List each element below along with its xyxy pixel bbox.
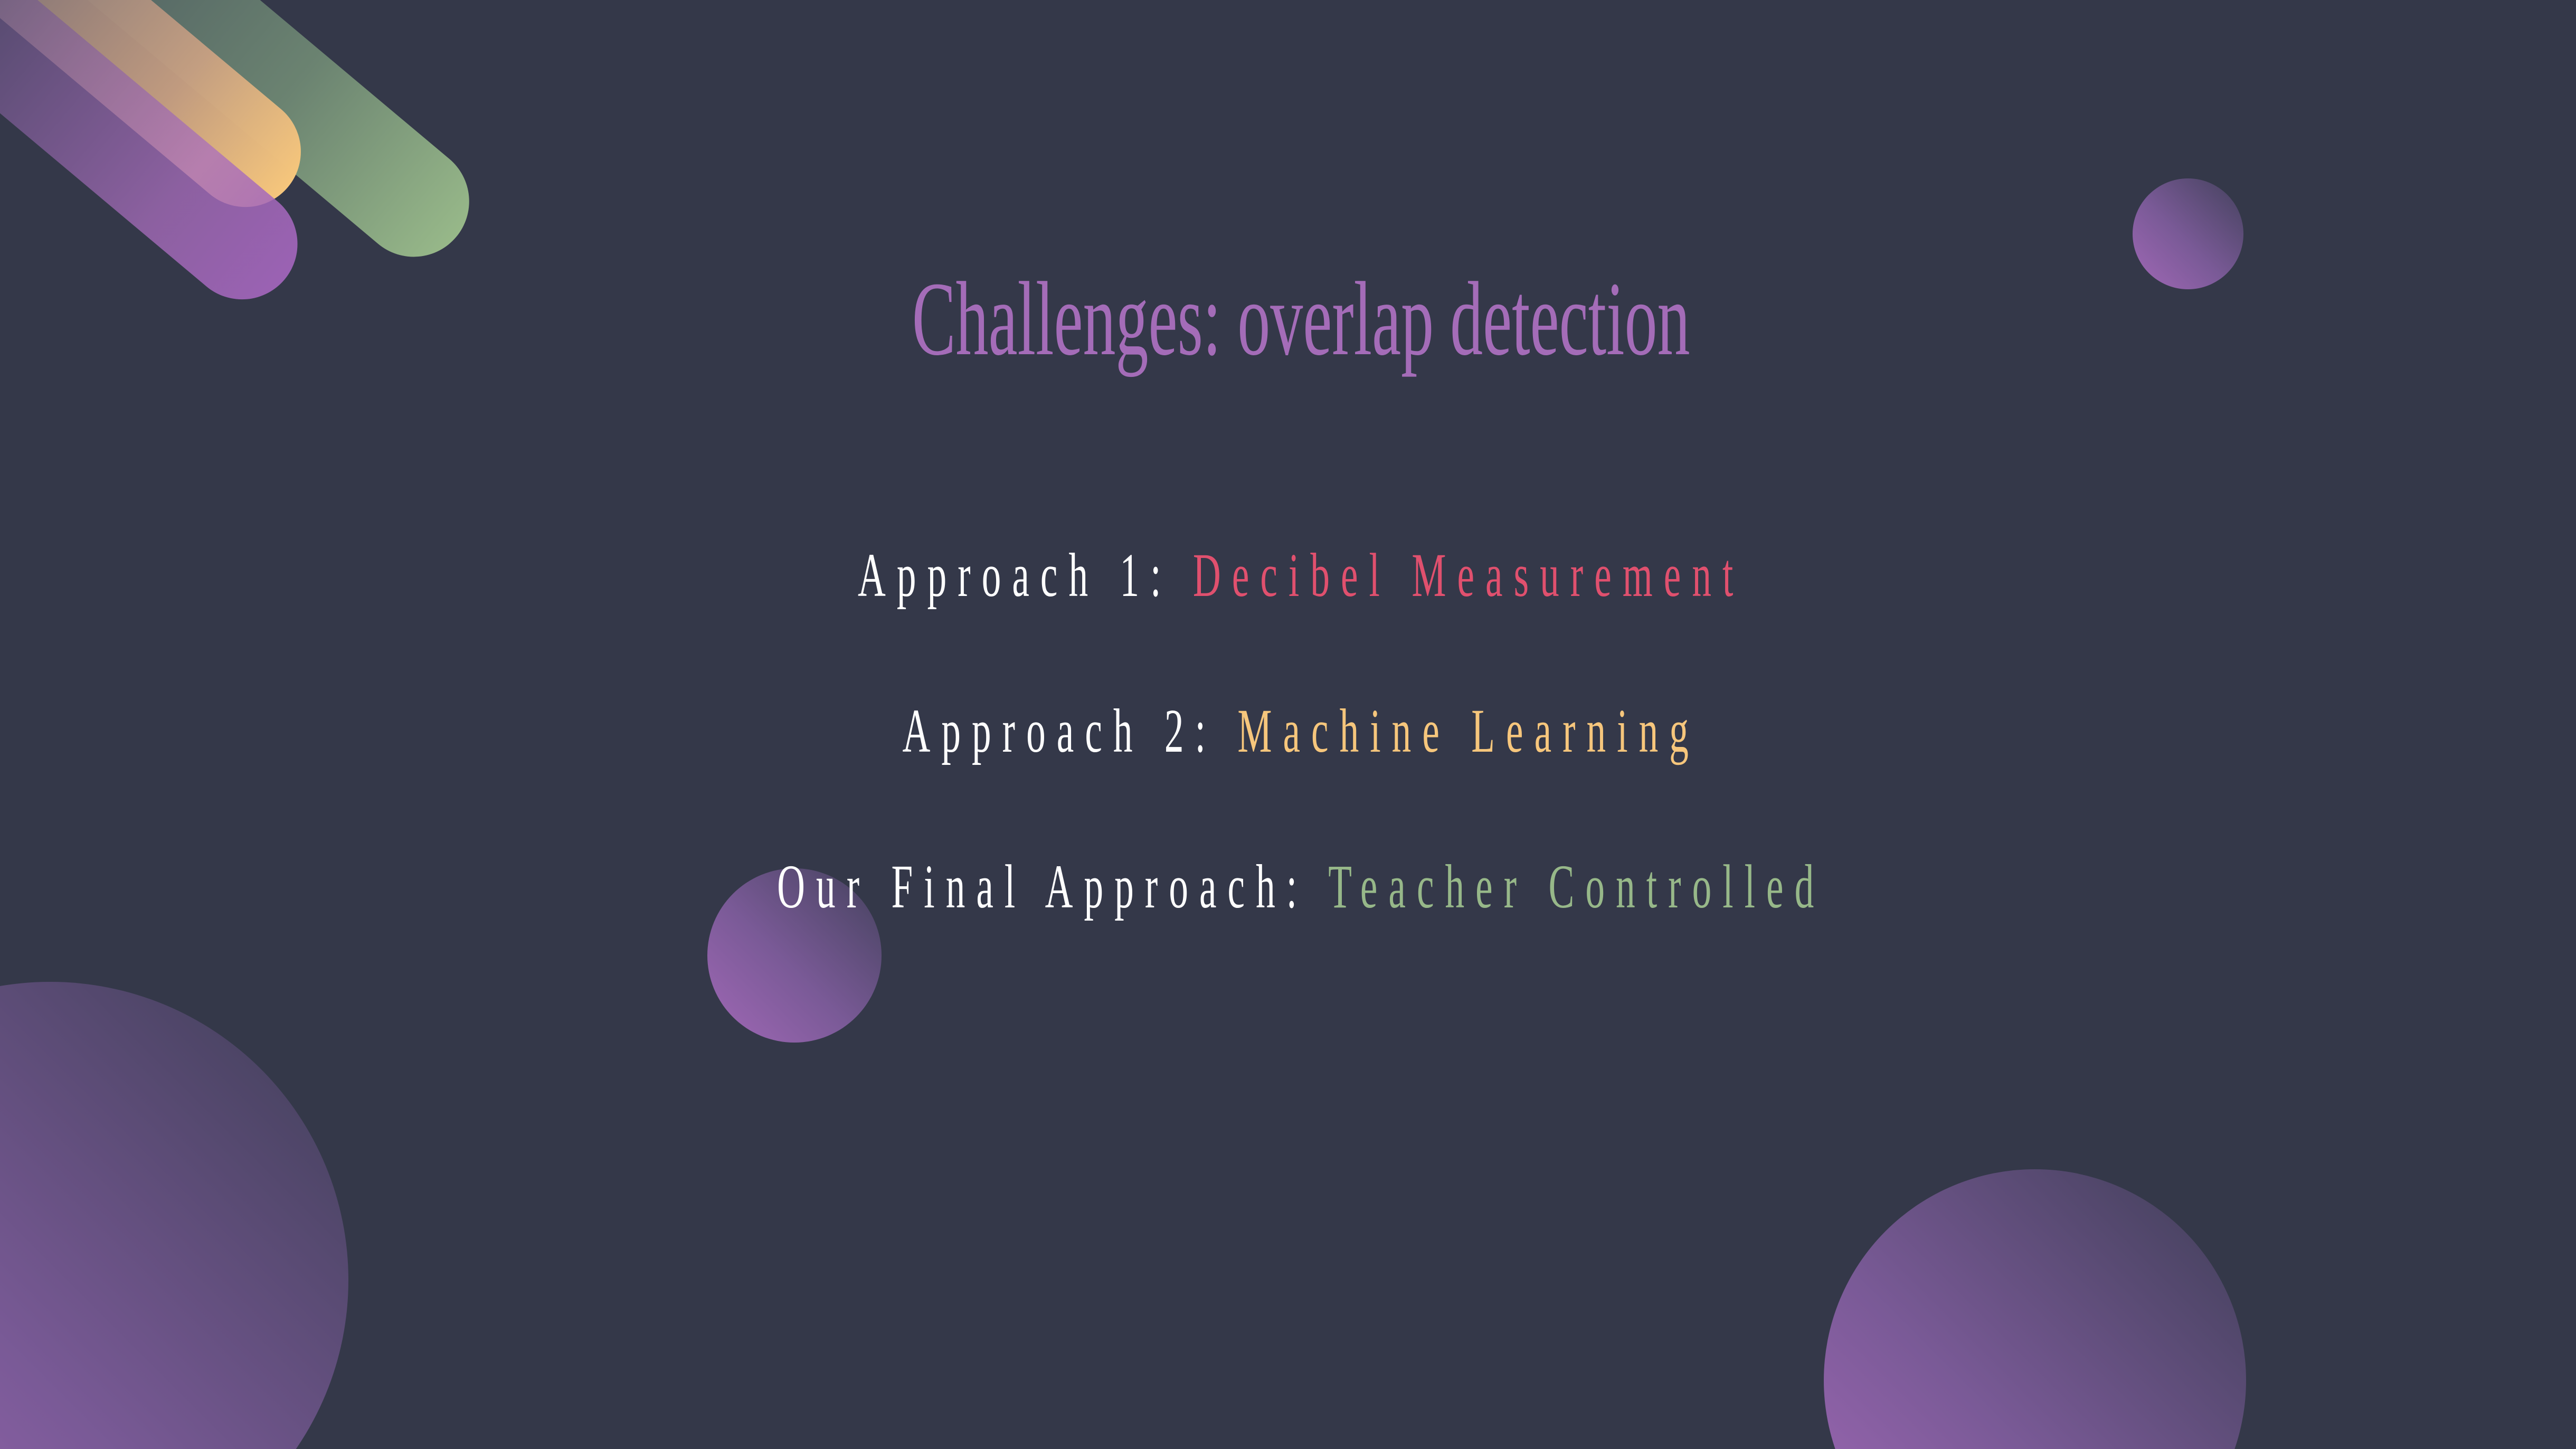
approach-1-line: Approach 1: Decibel Measurement xyxy=(503,541,2100,610)
approach-1-value: Decibel Measurement xyxy=(1192,541,1745,610)
decorative-circle-top-right xyxy=(2133,178,2243,289)
final-approach-value: Teacher Controlled xyxy=(1328,852,1825,921)
slide-title: Challenges: overlap detection xyxy=(912,261,1690,377)
decorative-circle-middle xyxy=(707,868,882,1043)
final-approach-line: Our Final Approach: Teacher Controlled xyxy=(503,853,2100,921)
decorative-circle-bottom-right xyxy=(1824,1169,2246,1449)
approach-2-label: Approach 2: xyxy=(902,696,1238,765)
approach-1-label: Approach 1: xyxy=(858,541,1193,610)
decorative-circle-bottom-left xyxy=(0,982,348,1449)
final-approach-label: Our Final Approach: xyxy=(777,852,1329,921)
approach-2-line: Approach 2: Machine Learning xyxy=(503,697,2100,765)
approach-2-value: Machine Learning xyxy=(1237,696,1700,765)
